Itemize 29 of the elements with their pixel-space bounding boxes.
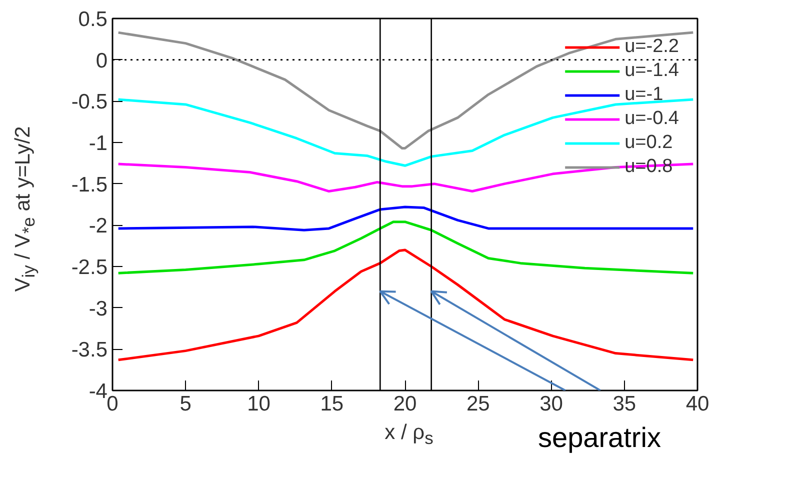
- y-tick-label: -1.5: [71, 173, 108, 196]
- legend-label: u=-0.4: [624, 108, 679, 130]
- line-series: [117, 31, 694, 150]
- line-series: [117, 248, 694, 362]
- y-tick-label: -3: [88, 297, 108, 320]
- y-tick-label: -2.5: [71, 256, 108, 279]
- x-tick-label: 20: [393, 392, 417, 416]
- legend-label: u=-1: [624, 84, 664, 106]
- legend-label: u=-2.2: [624, 36, 679, 58]
- legend-label: u=-1.4: [624, 60, 679, 82]
- y-tick-label: 0: [96, 49, 108, 72]
- x-tick-label: 15: [320, 392, 344, 416]
- y-tick-label: -2: [88, 214, 108, 238]
- y-tick-label: -3.5: [71, 338, 108, 362]
- y-tick-label: -0.5: [71, 90, 108, 114]
- x-tick-label: 25: [466, 392, 490, 416]
- x-tick-label: 10: [247, 392, 270, 416]
- line-series: [117, 206, 694, 232]
- legend-label: u=0.2: [624, 132, 673, 154]
- annotation: separatrix: [538, 421, 661, 455]
- y-tick-label: -1: [88, 132, 108, 155]
- y-tick-label: 0.5: [78, 8, 108, 31]
- y-tick-label: -4: [88, 380, 108, 403]
- x-tick-label: 5: [180, 392, 192, 416]
- line-series: [117, 220, 694, 274]
- x-tick-label: 40: [686, 392, 710, 416]
- x-axis-title: x / ρ$_{s}$: [384, 420, 434, 450]
- x-tick-label: 35: [612, 392, 636, 416]
- x-tick-label: 30: [540, 392, 563, 416]
